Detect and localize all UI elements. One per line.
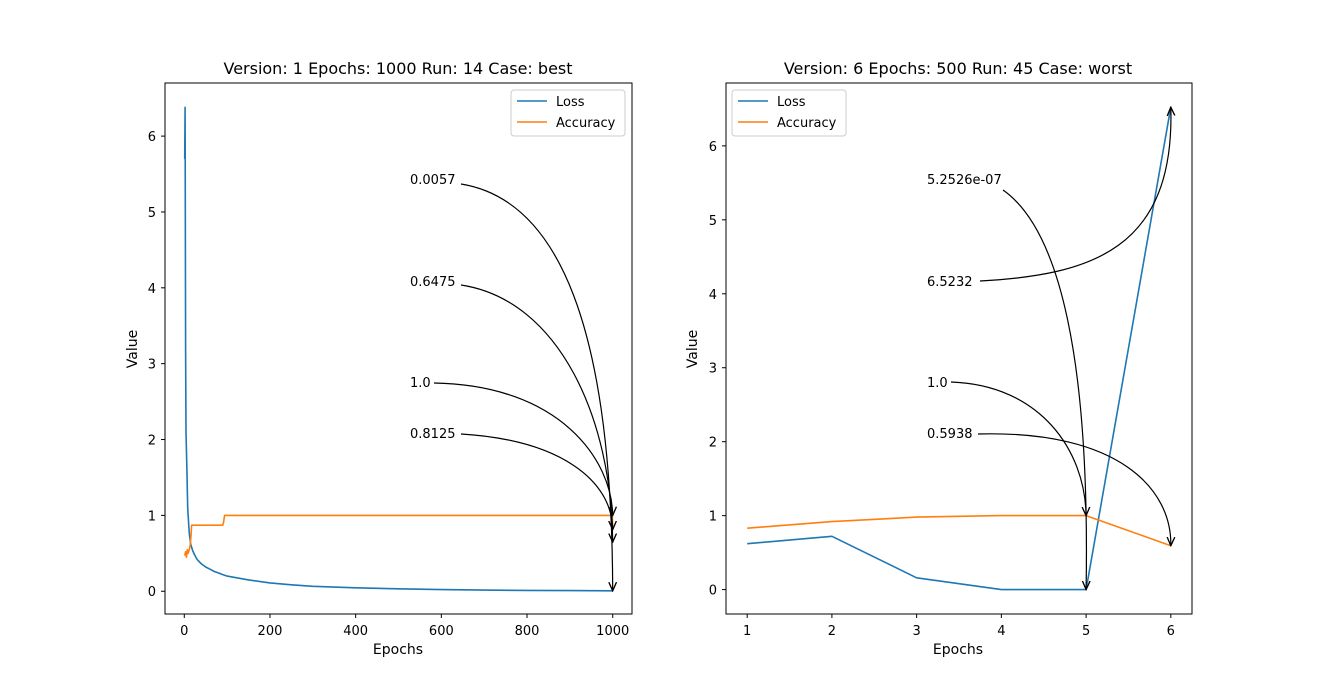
annotation-arrow bbox=[433, 382, 613, 515]
y-tick-label: 5 bbox=[709, 214, 717, 229]
y-tick-label: 4 bbox=[148, 282, 156, 297]
series-line-accuracy bbox=[183, 514, 614, 558]
annotation-label: 5.2526e-07 bbox=[927, 173, 1002, 188]
x-tick-label: 200 bbox=[258, 624, 283, 639]
plot-area: 0 200 400 600 800 1000 0 1 2 3 4 5 6 0.0057 0.6475 1.0 0… bbox=[148, 106, 629, 639]
annotation-arrow bbox=[1002, 189, 1086, 590]
legend: Loss Accuracy bbox=[510, 89, 626, 137]
plot-frame bbox=[164, 82, 633, 615]
y-axis-label: Value bbox=[125, 330, 141, 368]
annotation-label: 1.0 bbox=[927, 376, 948, 391]
legend: Loss Accuracy bbox=[731, 89, 847, 137]
legend-accuracy-label: Accuracy bbox=[556, 116, 616, 131]
annotation-label: 0.6475 bbox=[410, 275, 456, 290]
legend-loss-label: Loss bbox=[777, 95, 806, 110]
legend-accuracy-label: Accuracy bbox=[777, 116, 837, 131]
x-tick-label: 1 bbox=[743, 624, 751, 639]
series-line-accuracy bbox=[747, 514, 1172, 547]
chart-title: Version: 1 Epochs: 1000 Run: 14 Case: be… bbox=[223, 59, 572, 78]
x-tick-label: 4 bbox=[997, 624, 1005, 639]
annotation-label: 0.8125 bbox=[410, 427, 456, 442]
series-line-loss bbox=[183, 106, 614, 592]
annotation-label: 1.0 bbox=[410, 376, 431, 391]
annotation-arrow bbox=[977, 433, 1171, 546]
y-tick-label: 0 bbox=[709, 584, 717, 599]
y-tick-label: 2 bbox=[148, 434, 156, 449]
x-tick-label: 2 bbox=[828, 624, 836, 639]
annotation-label: 6.5232 bbox=[927, 275, 973, 290]
y-tick-label: 3 bbox=[148, 358, 156, 373]
y-tick-label: 4 bbox=[709, 288, 717, 303]
x-axis-label: Epochs bbox=[373, 642, 423, 658]
chart-left: Version: 1 Epochs: 1000 Run: 14 Case: be… bbox=[125, 59, 633, 658]
y-tick-label: 0 bbox=[148, 585, 156, 600]
y-tick-label: 3 bbox=[709, 362, 717, 377]
y-tick-label: 1 bbox=[709, 510, 717, 525]
x-tick-label: 400 bbox=[343, 624, 368, 639]
series-line-loss bbox=[747, 107, 1172, 591]
plot-area: 1 2 3 4 5 6 0 1 2 3 4 5 6 5.2526e-07 6.5232 1.0 0.5938 bbox=[709, 107, 1175, 639]
y-axis-label: Value bbox=[685, 330, 701, 368]
x-tick-label: 600 bbox=[429, 624, 454, 639]
annotation-arrow bbox=[460, 284, 613, 542]
chart-title: Version: 6 Epochs: 500 Run: 45 Case: wor… bbox=[784, 59, 1132, 78]
x-tick-label: 5 bbox=[1082, 624, 1090, 639]
x-tick-label: 3 bbox=[912, 624, 920, 639]
annotation-arrow bbox=[979, 107, 1171, 282]
y-tick-label: 6 bbox=[709, 140, 717, 155]
x-tick-label: 0 bbox=[180, 624, 188, 639]
x-tick-label: 6 bbox=[1167, 624, 1175, 639]
x-axis-label: Epochs bbox=[933, 642, 983, 658]
y-tick-label: 2 bbox=[709, 436, 717, 451]
plot-frame bbox=[725, 82, 1193, 615]
chart-right: Version: 6 Epochs: 500 Run: 45 Case: wor… bbox=[685, 59, 1193, 658]
annotation-label: 0.5938 bbox=[927, 427, 973, 442]
y-tick-label: 6 bbox=[148, 130, 156, 145]
y-tick-label: 5 bbox=[148, 206, 156, 221]
annotation-arrow bbox=[950, 381, 1086, 516]
y-tick-label: 1 bbox=[148, 509, 156, 524]
annotation-label: 0.0057 bbox=[410, 173, 456, 188]
annotation-arrow bbox=[460, 433, 613, 530]
legend-loss-label: Loss bbox=[556, 95, 585, 110]
x-tick-label: 800 bbox=[515, 624, 540, 639]
x-tick-label: 1000 bbox=[596, 624, 629, 639]
